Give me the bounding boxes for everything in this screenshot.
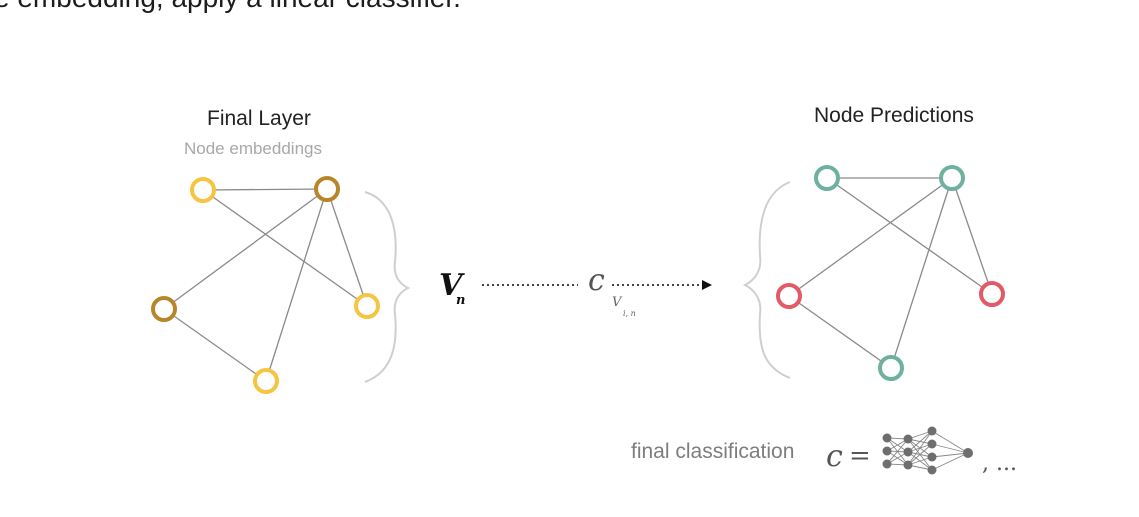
left-edge [202, 189, 368, 307]
left-brace [364, 191, 411, 383]
final-classification-label: final classification [631, 440, 795, 463]
left-edge [163, 308, 267, 382]
prediction-node [776, 283, 802, 309]
right-graph-nodes [776, 165, 1005, 381]
prediction-node [878, 355, 904, 381]
right-edge [788, 177, 953, 297]
embedding-node [354, 293, 380, 319]
embedding-node [253, 368, 279, 394]
embedding-node [151, 296, 177, 322]
left-edge [265, 188, 328, 382]
equals-sign: = [849, 441, 871, 471]
classifier-symbol: c [588, 263, 605, 298]
input-symbol: V [439, 268, 465, 303]
right-graph-edges [788, 177, 993, 369]
prediction-node [979, 281, 1005, 307]
classifier-subscript-index: i, n [623, 309, 636, 318]
node-predictions-title: Node Predictions [814, 104, 974, 127]
right-edge [951, 177, 993, 295]
continuation-ellipsis: , ... [982, 451, 1017, 476]
prediction-node [939, 165, 965, 191]
embedding-node [190, 177, 216, 203]
left-edge [326, 188, 368, 307]
right-edge [826, 177, 993, 295]
right-brace [742, 181, 791, 379]
classifier-subscript: V [612, 295, 623, 310]
input-subscript: n [456, 293, 465, 308]
embedding-node [314, 176, 340, 202]
left-graph-edges [163, 188, 368, 382]
right-edge [890, 177, 953, 369]
left-edge [163, 188, 328, 310]
final-classifier-symbol: c [826, 439, 843, 474]
final-layer-title: Final Layer [207, 107, 311, 130]
left-edge [202, 188, 328, 191]
neural-network-icon [882, 426, 973, 475]
header-text: e embedding, apply a linear classifier. [0, 0, 461, 14]
node-embeddings-subtitle: Node embeddings [184, 139, 322, 158]
right-edge [788, 295, 892, 369]
left-graph-nodes [151, 176, 380, 394]
prediction-node [814, 165, 840, 191]
